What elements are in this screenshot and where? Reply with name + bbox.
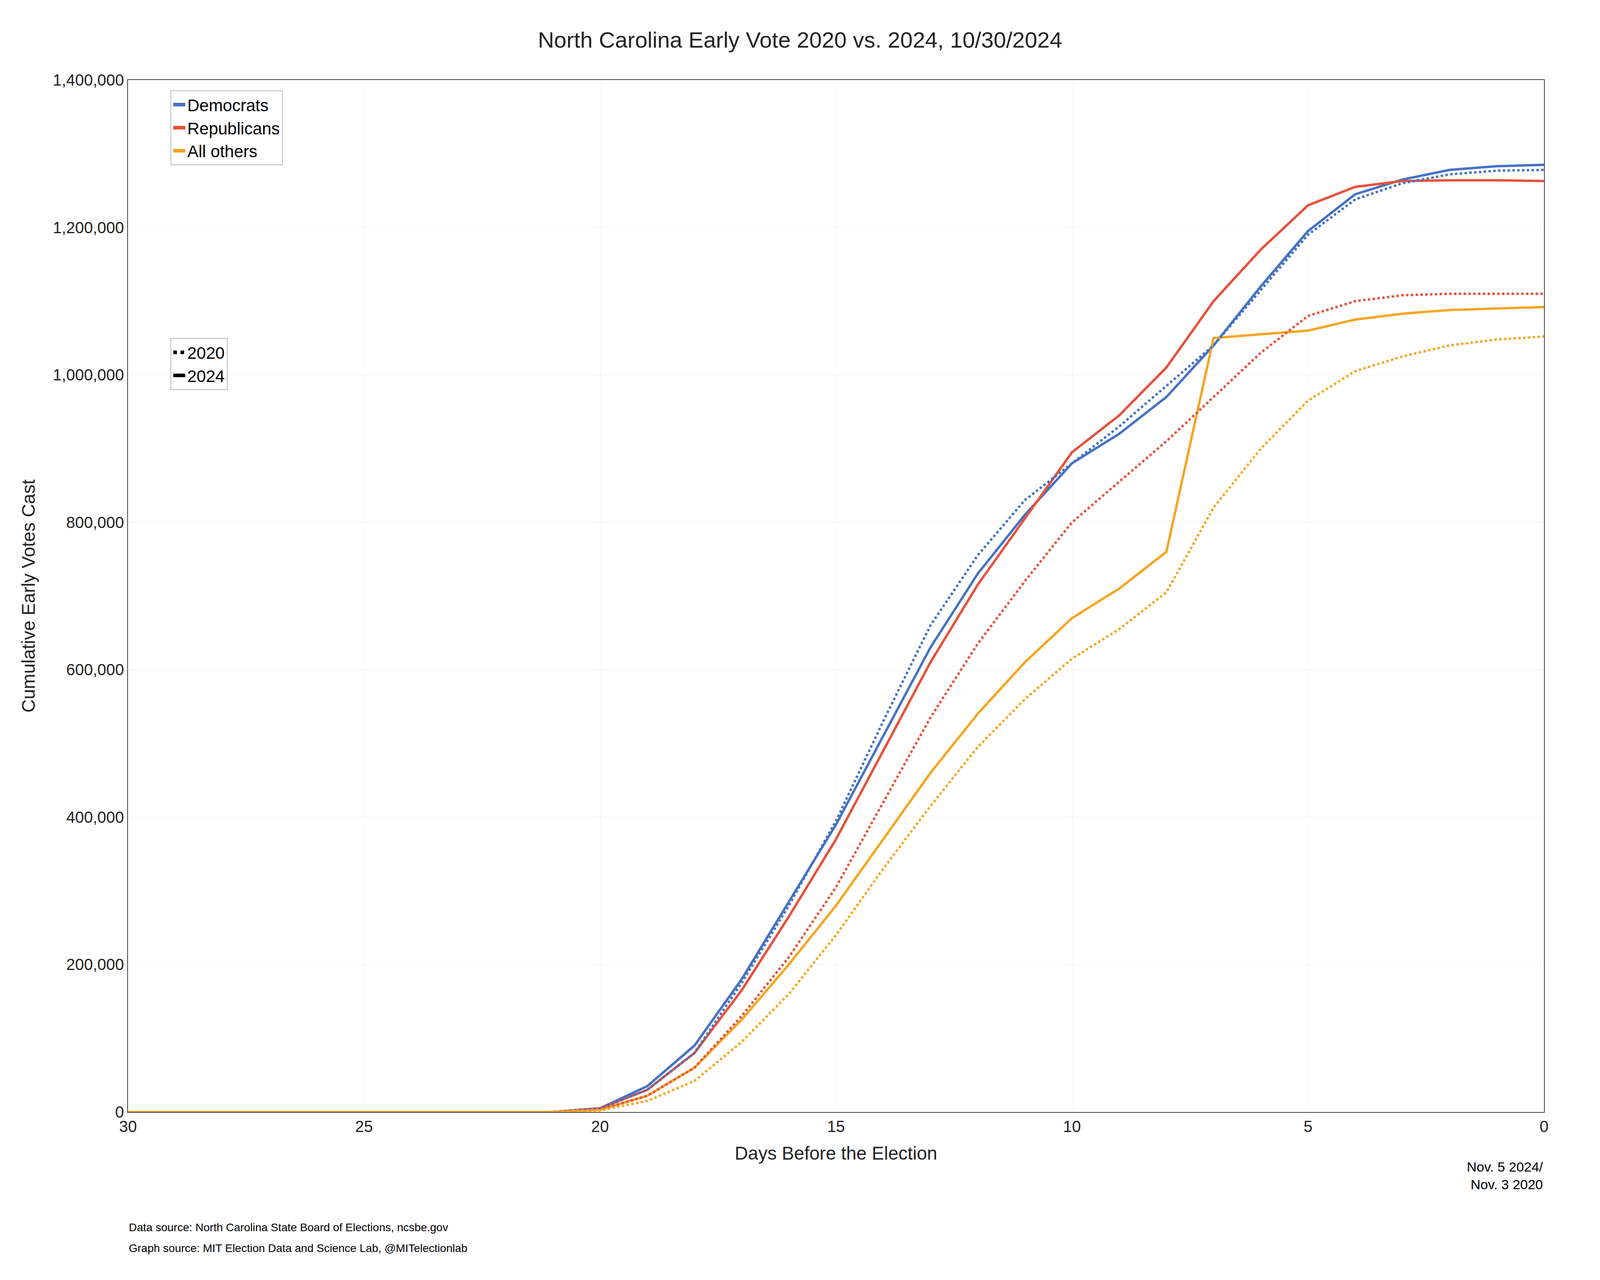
- svg-text:Nov. 5 2024/Nov. 3 2020: Nov. 5 2024/Nov. 3 2020: [1466, 1159, 1544, 1192]
- svg-text:25: 25: [355, 1117, 374, 1136]
- svg-text:North Carolina Early Vote 2020: North Carolina Early Vote 2020 vs. 2024,…: [538, 27, 1063, 53]
- svg-text:Data source: North Carolina St: Data source: North Carolina State Board …: [128, 1221, 448, 1234]
- svg-text:1,400,000: 1,400,000: [52, 71, 124, 89]
- svg-text:1,000,000: 1,000,000: [52, 366, 124, 384]
- svg-text:200,000: 200,000: [66, 955, 124, 974]
- svg-text:30: 30: [119, 1117, 138, 1136]
- svg-text:2024: 2024: [187, 366, 225, 386]
- svg-text:Cumulative Early Votes Cast: Cumulative Early Votes Cast: [18, 479, 39, 713]
- svg-text:2020: 2020: [187, 343, 225, 363]
- svg-text:Democrats: Democrats: [187, 96, 269, 115]
- svg-text:15: 15: [827, 1117, 846, 1136]
- svg-text:0: 0: [115, 1103, 124, 1121]
- svg-text:Republicans: Republicans: [187, 119, 280, 138]
- svg-text:5: 5: [1303, 1117, 1313, 1136]
- svg-text:Graph source: MIT Election Dat: Graph source: MIT Election Data and Scie…: [128, 1242, 468, 1255]
- svg-text:All others: All others: [187, 142, 258, 161]
- svg-text:800,000: 800,000: [66, 513, 124, 532]
- svg-text:600,000: 600,000: [66, 660, 124, 679]
- svg-text:Days Before the Election: Days Before the Election: [734, 1142, 938, 1164]
- svg-text:1,200,000: 1,200,000: [52, 218, 124, 237]
- svg-text:20: 20: [591, 1117, 610, 1136]
- svg-text:400,000: 400,000: [66, 808, 124, 826]
- svg-text:0: 0: [1539, 1117, 1549, 1136]
- svg-text:10: 10: [1063, 1117, 1082, 1136]
